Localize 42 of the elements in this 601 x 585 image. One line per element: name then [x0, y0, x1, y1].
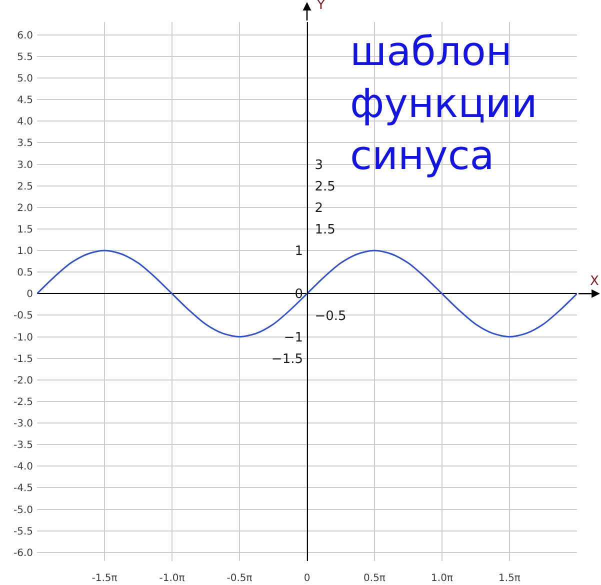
- y-tick-label: -5.0: [13, 504, 33, 516]
- y3-tick-label: −1.5: [271, 352, 303, 367]
- x-tick-label: 0.5π: [364, 573, 386, 584]
- y2-tick-label: 1.5: [314, 222, 336, 238]
- y-tick-label: -0.5: [13, 310, 33, 322]
- y-tick-label: -2.5: [13, 396, 33, 408]
- y-tick-label: -3.5: [13, 440, 33, 452]
- y-tick-label: 4.0: [17, 116, 33, 128]
- y-tick-label: -5.5: [13, 526, 33, 538]
- y-tick-label: -3.0: [13, 418, 33, 430]
- y3-tick-label: 1: [294, 244, 303, 260]
- y2-tick-label: −0.5: [314, 308, 346, 324]
- y-tick-label: -6.0: [13, 548, 33, 559]
- y-tick-label: 3.5: [17, 138, 33, 150]
- y-tick-label: 1.5: [17, 224, 33, 236]
- y-tick-label: 5.0: [17, 74, 33, 85]
- y-tick-label: 5.5: [17, 52, 33, 63]
- x-tick-label: -0.5π: [226, 573, 252, 584]
- x-tick-label: 1.0π: [431, 573, 453, 584]
- y-tick-label: -2.0: [13, 375, 33, 386]
- x-tick-label: 0: [304, 573, 310, 584]
- y-tick-label: 2.5: [17, 181, 33, 192]
- x-axis-title: X: [590, 274, 599, 289]
- x-tick-label: -1.5π: [92, 573, 118, 584]
- y-tick-label: -1.0: [13, 332, 33, 344]
- y-tick-label: 4.5: [17, 95, 33, 106]
- y-tick-label: 6.0: [17, 30, 33, 42]
- y-tick-label: -4.0: [13, 462, 33, 473]
- text: шаблон функции синуса: [350, 29, 538, 179]
- x-tick-label: 1.5π: [498, 573, 520, 584]
- y2-tick-label: 2.5: [314, 179, 336, 194]
- y-tick-label: -4.5: [13, 483, 33, 494]
- y-tick-label: 3.0: [17, 160, 33, 171]
- y-tick-label: -1.5: [13, 354, 33, 365]
- y-tick-label: 0: [26, 289, 33, 300]
- y-tick-label: 0.5: [17, 268, 33, 279]
- y2-tick-label: 2: [314, 200, 324, 216]
- y2-tick-label: 3: [314, 158, 324, 173]
- x-tick-label: -1.0π: [159, 573, 185, 584]
- y3-tick-label: −1: [284, 330, 303, 346]
- y-tick-label: 2.0: [17, 202, 33, 214]
- y-tick-label: 1.0: [17, 246, 33, 258]
